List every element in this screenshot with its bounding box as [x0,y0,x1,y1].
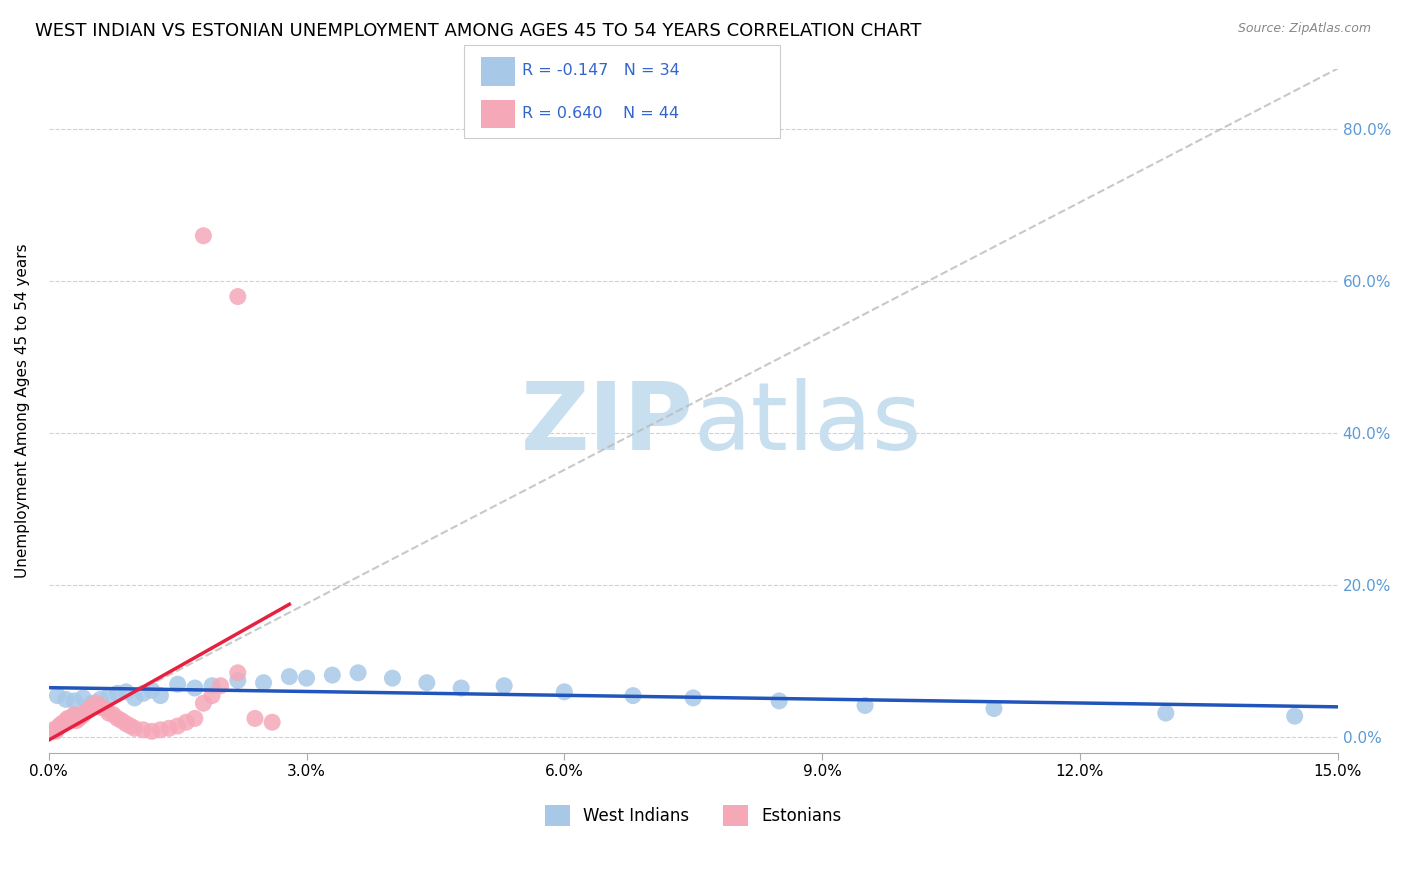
Point [184,711,207,725]
Point [63,707,86,722]
Point [201,689,224,703]
Point [553,685,575,699]
Point [72,690,94,705]
Point [48,719,70,733]
Point [93,701,115,715]
Point [983,701,1005,715]
Point [103,707,125,722]
Point [120,719,142,733]
Point [621,689,644,703]
Text: atlas: atlas [693,378,921,470]
Point [124,690,146,705]
Point [141,724,163,739]
Text: Source: ZipAtlas.com: Source: ZipAtlas.com [1237,22,1371,36]
Point [682,690,704,705]
Point [42,723,65,737]
Point [381,671,404,685]
Point [1284,709,1306,723]
Point [149,689,172,703]
Point [321,668,343,682]
Point [51,716,73,731]
Point [166,719,188,733]
Point [193,696,215,710]
Point [67,711,90,725]
Point [62,709,84,723]
Point [97,689,120,703]
Point [56,711,79,725]
Point [416,675,439,690]
Point [53,715,76,730]
Point [1154,706,1177,720]
Point [226,673,249,688]
Point [124,721,146,735]
Point [226,289,249,303]
Point [494,679,516,693]
Point [174,715,197,730]
Point [46,721,69,735]
Point [79,701,101,715]
Point [209,679,232,693]
Point [193,228,215,243]
Point [184,681,207,695]
Point [450,681,472,695]
Point [115,716,138,731]
Point [63,694,86,708]
Point [97,706,120,720]
Point [141,683,163,698]
Point [84,696,107,710]
Point [55,692,77,706]
Point [80,700,103,714]
Point [111,714,134,728]
Text: WEST INDIAN VS ESTONIAN UNEMPLOYMENT AMONG AGES 45 TO 54 YEARS CORRELATION CHART: WEST INDIAN VS ESTONIAN UNEMPLOYMENT AMO… [35,22,921,40]
Point [166,677,188,691]
Point [107,711,129,725]
Point [201,679,224,693]
Point [59,711,82,725]
Legend: West Indians, Estonians: West Indians, Estonians [538,798,848,832]
Point [72,707,94,722]
Point [46,689,69,703]
Y-axis label: Unemployment Among Ages 45 to 54 years: Unemployment Among Ages 45 to 54 years [15,244,30,578]
Text: ZIP: ZIP [520,378,693,470]
Point [89,692,111,706]
Point [262,715,284,730]
Point [89,700,111,714]
Point [45,724,67,739]
Point [278,670,301,684]
Text: R = -0.147   N = 34: R = -0.147 N = 34 [522,63,679,78]
Point [243,711,266,725]
Point [295,671,318,685]
Point [768,694,790,708]
Point [252,675,274,690]
Point [76,704,98,718]
Point [157,721,180,735]
Point [132,686,155,700]
Point [107,686,129,700]
Point [132,723,155,737]
Point [73,706,96,720]
Text: R = 0.640    N = 44: R = 0.640 N = 44 [522,106,679,120]
Point [853,698,876,713]
Point [149,723,172,737]
Point [55,714,77,728]
Point [115,685,138,699]
Point [347,665,370,680]
Point [226,665,249,680]
Point [65,714,87,728]
Point [70,709,93,723]
Point [80,696,103,710]
